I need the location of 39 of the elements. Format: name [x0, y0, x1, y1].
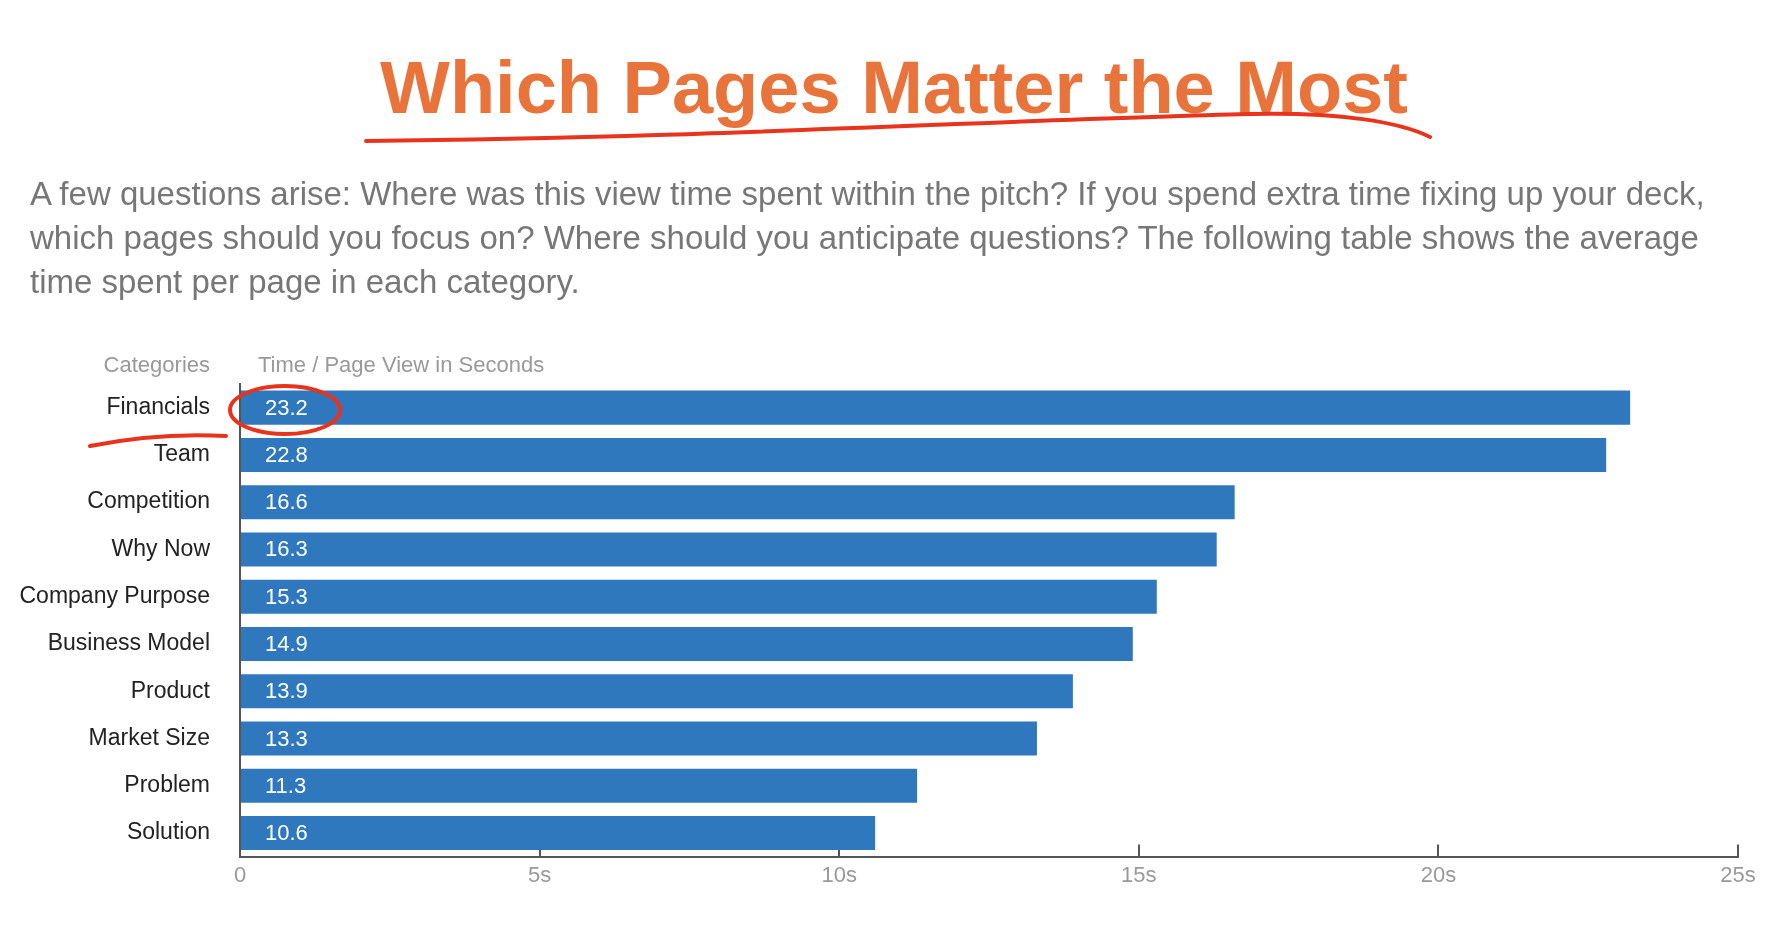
y-tick-label: Why Now — [111, 534, 211, 561]
y-tick-label: Financials — [106, 392, 210, 419]
bar — [241, 815, 876, 850]
data-label: 14.9 — [265, 630, 308, 656]
bar — [241, 768, 918, 803]
chart-subtitle: A few questions arise: Where was this view time spent within the pitch? If you spend extra time fixing up your deck, which pages should you focus on? Where should you anticipate questions? The following table shows the average time spent per page in each category. — [30, 174, 1706, 302]
x-tick-label: 10s — [821, 861, 857, 887]
y-tick-label: Product — [130, 676, 211, 703]
bar — [241, 579, 1157, 614]
data-label: 13.3 — [265, 725, 308, 751]
data-label: 23.2 — [265, 394, 308, 420]
y-tick-label: Competition — [87, 487, 210, 514]
data-label: 13.9 — [265, 678, 308, 704]
data-label: 16.6 — [265, 489, 308, 515]
data-label: 22.8 — [265, 441, 308, 467]
y-tick-label: Market Size — [88, 723, 210, 750]
bar — [241, 626, 1133, 661]
x-axis-title: Time / Page View in Seconds — [258, 352, 545, 378]
bar — [241, 721, 1037, 756]
bar — [241, 674, 1073, 709]
bar — [241, 532, 1217, 567]
y-tick-label: Problem — [124, 771, 210, 798]
x-tick-label: 15s — [1121, 861, 1157, 887]
data-label: 15.3 — [265, 583, 308, 609]
bar — [241, 437, 1607, 472]
data-label: 10.6 — [265, 820, 308, 846]
bar — [241, 485, 1235, 520]
y-tick-label: Team — [153, 440, 210, 467]
data-label: 16.3 — [265, 536, 308, 562]
x-tick-label: 0 — [233, 861, 247, 887]
y-axis-title: Categories — [103, 352, 210, 378]
chart-title: Which Pages Matter the Most — [379, 45, 1409, 130]
data-label: 11.3 — [265, 772, 307, 798]
y-tick-label: Business Model — [47, 629, 210, 656]
y-tick-label: Solution — [126, 818, 210, 845]
x-tick-label: 25s — [1720, 861, 1756, 887]
x-tick-label: 5s — [527, 861, 552, 887]
y-tick-label: Company Purpose — [19, 582, 210, 609]
x-tick-label: 20s — [1420, 861, 1457, 887]
